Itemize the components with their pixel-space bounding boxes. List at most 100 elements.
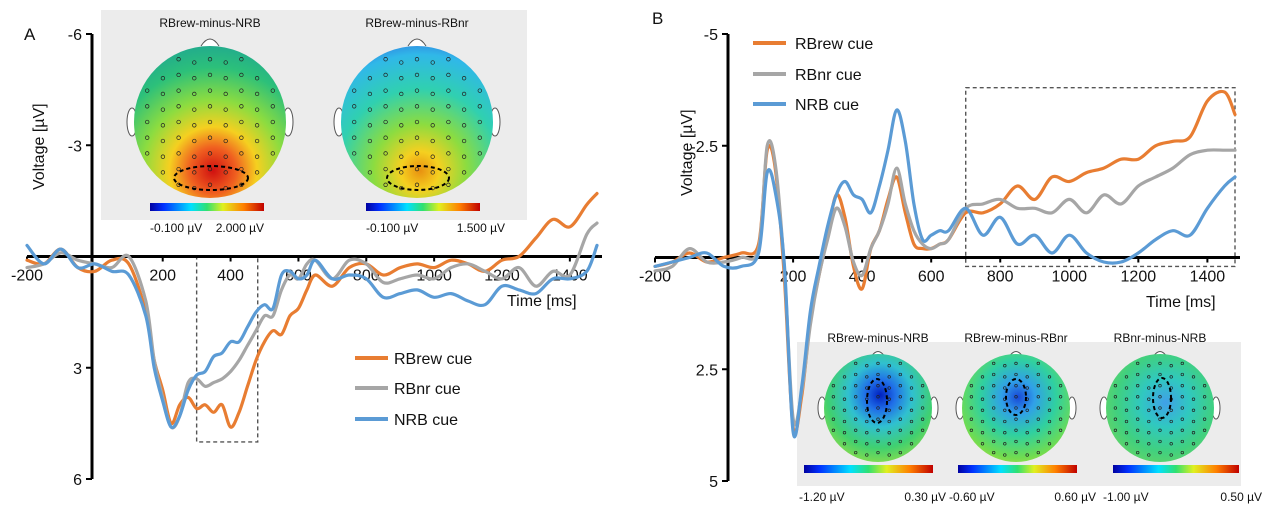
electrode-dot	[239, 104, 244, 109]
electrode-dot	[992, 428, 996, 432]
electrode-dot	[909, 419, 914, 424]
electrode-dot	[367, 170, 373, 175]
x-tick-label-b: 1000	[1051, 269, 1087, 286]
electrode-dot	[477, 88, 482, 93]
electrode-dot	[239, 151, 244, 156]
colorbar-min-b1: -1.20 µV	[799, 490, 845, 504]
electrode-dot	[1158, 428, 1162, 432]
colorbar-max-a1: 2.000 µV	[216, 221, 264, 235]
electrode-dot	[176, 57, 181, 62]
electrode-dot	[1003, 442, 1007, 446]
legend-label-nrb-a: NRB cue	[394, 412, 458, 429]
topomap-title-a2: RBrew-minus-RBnr	[365, 16, 468, 30]
colorbar-max-a2: 1.500 µV	[457, 221, 505, 235]
y-tick-label-a: -3	[68, 138, 82, 155]
electrode-dot	[430, 138, 435, 144]
electrode-dot	[909, 386, 914, 390]
electrode-dot	[207, 151, 213, 156]
electrode-dot	[876, 428, 880, 432]
electrode-dot	[1003, 408, 1007, 412]
electrode-dot	[1158, 361, 1162, 366]
electrode-dot	[207, 182, 213, 187]
x-tick-label-a: 400	[217, 268, 244, 285]
electrode-dot	[854, 439, 858, 444]
electrode-dot	[160, 91, 166, 97]
electrode-dot	[1025, 364, 1029, 368]
electrode-dot	[207, 88, 213, 93]
electrode-dot	[367, 138, 373, 144]
electrode-dot	[223, 138, 228, 144]
electrode-dot	[430, 60, 435, 65]
electrode-dot	[383, 88, 388, 93]
roi-outline-b2	[1005, 378, 1027, 416]
electrode-dot	[1025, 419, 1029, 424]
electrode-dot	[1158, 406, 1162, 410]
x-tick-label-a: 200	[149, 268, 176, 285]
electrode-dot	[865, 453, 869, 457]
legend-label-rbrew-a: RBrew cue	[394, 351, 472, 368]
electrode-dot	[477, 151, 482, 156]
electrode-dot	[1180, 428, 1184, 432]
electrode-dot	[1158, 372, 1162, 377]
electrode-dot	[176, 135, 181, 140]
topomap-title-a1: RBrew-minus-NRB	[159, 16, 260, 30]
electrode-dot	[367, 154, 373, 159]
electrode-dot	[1147, 419, 1151, 424]
electrode-dot	[383, 135, 388, 140]
electrode-grid-b2	[969, 361, 1063, 457]
colorbar-a1	[150, 203, 264, 211]
electrode-dot	[831, 395, 836, 399]
electrode-dot	[192, 154, 197, 159]
electrode-dot	[1036, 372, 1040, 377]
colorbar-a2	[366, 203, 480, 211]
electrode-dot	[887, 386, 891, 390]
electrode-dot	[176, 72, 181, 78]
electrode-dot	[898, 417, 902, 421]
electrode-dot	[1025, 408, 1029, 412]
electrode-dot	[446, 104, 451, 109]
electrode-dot	[980, 431, 985, 435]
electrode-dot	[399, 107, 404, 112]
electrode-dot	[430, 76, 435, 81]
electrode-dot	[887, 442, 891, 446]
electrode-dot	[1147, 431, 1151, 435]
electrode-dot	[980, 408, 985, 412]
electrode-dot	[446, 135, 451, 140]
electrode-dot	[920, 417, 925, 421]
y-tick-label-a: 3	[73, 361, 82, 378]
electrode-dot	[1025, 375, 1029, 379]
legend-a: RBrew cue RBnr cue NRB cue	[355, 351, 472, 429]
electrode-dot	[1180, 439, 1184, 444]
electrode-dot	[192, 91, 197, 97]
series-line-rbrew-cue-a	[25, 191, 599, 429]
electrode-dot	[207, 119, 213, 125]
electrode-dot	[254, 138, 260, 144]
electrode-dot	[1202, 395, 1207, 399]
electrode-dot	[223, 76, 228, 81]
electrode-dot	[414, 135, 420, 140]
electrode-dot	[909, 408, 914, 412]
electrode-dot	[1047, 419, 1052, 424]
colorbar-min-a2: -0.100 µV	[366, 221, 418, 235]
electrode-dot	[461, 138, 467, 144]
electrode-dot	[1180, 384, 1184, 388]
legend-label-rbrew-b: RBrew cue	[795, 36, 873, 53]
series-line-nrb-cue-b	[653, 108, 1237, 439]
electrode-dot	[842, 419, 847, 424]
electrode-dot	[909, 431, 914, 435]
electrode-dot	[909, 375, 914, 379]
electrode-dot	[865, 419, 869, 424]
electrode-dot	[980, 442, 985, 446]
y-tick-label-b: 2.5	[696, 362, 718, 379]
colorbar-b1	[804, 465, 933, 473]
electrode-dot	[992, 384, 996, 388]
electrode-dot	[1147, 408, 1151, 412]
colorbar-max-b2: 0.60 µV	[1054, 490, 1096, 504]
electrode-dot	[1003, 431, 1007, 435]
electrode-dot	[1047, 375, 1052, 379]
electrode-dot	[898, 450, 902, 455]
electrode-dot	[1003, 453, 1007, 457]
series-line-rbnr-cue-a	[25, 221, 599, 430]
electrode-dot	[254, 154, 260, 159]
electrode-dot	[1036, 417, 1040, 421]
